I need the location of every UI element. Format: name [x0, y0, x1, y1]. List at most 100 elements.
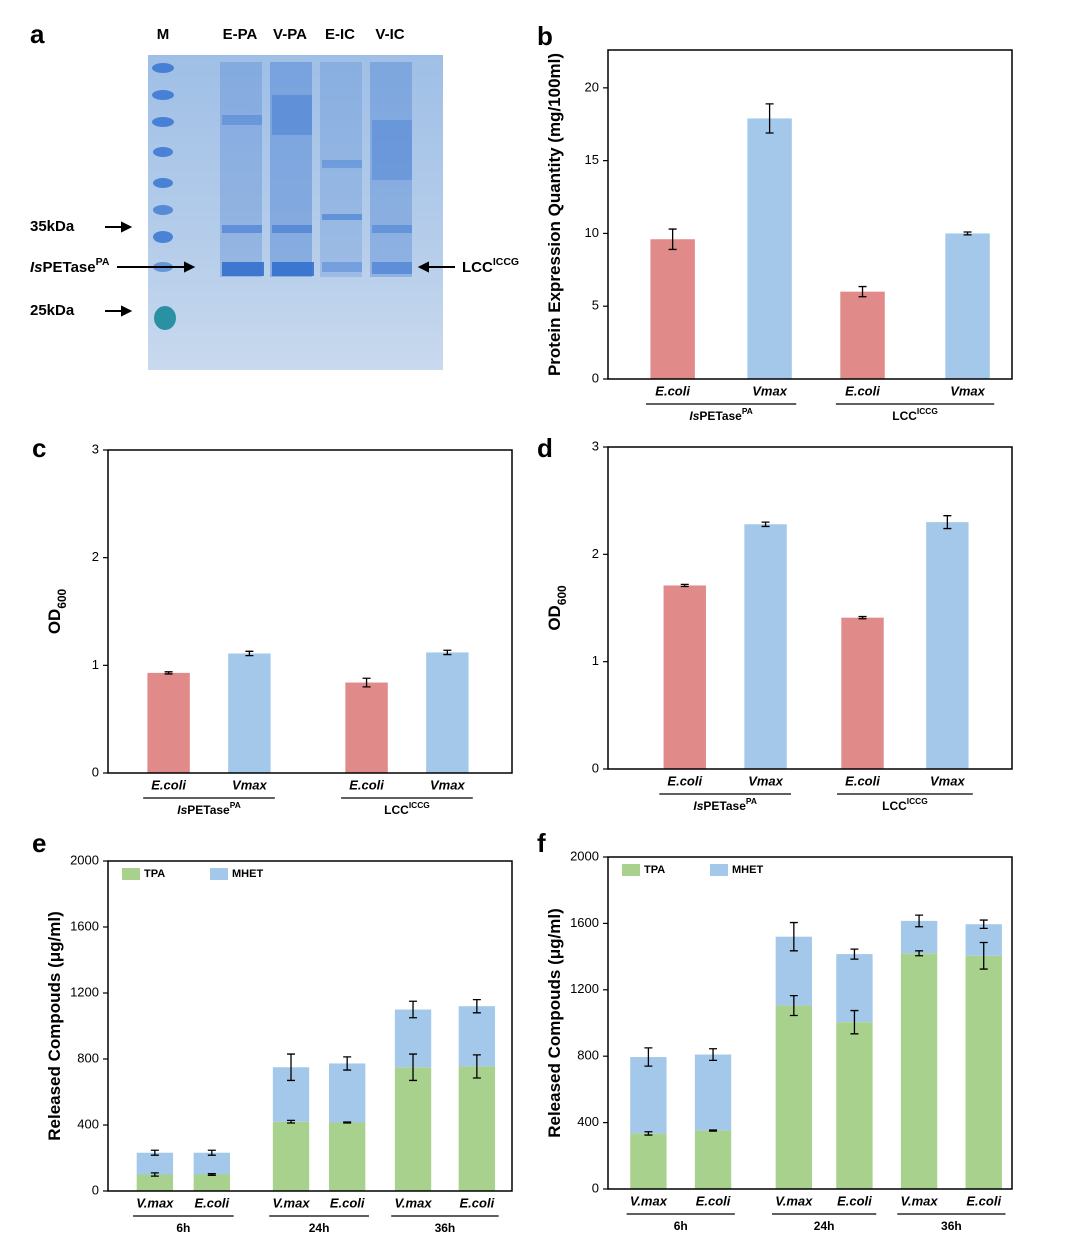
x-tick-label: E.coli: [460, 1195, 495, 1210]
error-bar: [409, 1000, 418, 1019]
bar: [228, 653, 271, 773]
group-label: 36h: [941, 1219, 962, 1233]
y-tick-label: 2000: [570, 848, 599, 863]
panel-letter: c: [32, 433, 46, 463]
error-bar: [963, 231, 972, 236]
bar-segment: [136, 1152, 174, 1175]
x-tick-label: E.coli: [151, 777, 186, 792]
legend-swatch: [710, 864, 728, 876]
axes-frame: [607, 49, 1013, 380]
group-label: LCCICCG: [892, 406, 938, 423]
y-tick-label: 1: [592, 653, 599, 668]
bar-segment: [193, 1174, 231, 1191]
error-bar: [443, 649, 452, 656]
error-bar: [858, 615, 867, 620]
x-tick-label: E.coli: [966, 1193, 1001, 1208]
x-tick-label: V.max: [901, 1193, 939, 1208]
bar: [345, 682, 388, 773]
text-part: 6h: [176, 1221, 190, 1235]
y-tick-label: 0: [592, 760, 599, 775]
band-label: LCCICCG: [462, 256, 519, 276]
lane-bands: [220, 62, 412, 277]
gel-panel: [105, 55, 455, 370]
y-tick-label: 1: [92, 657, 99, 672]
text-part: LCC: [462, 259, 493, 276]
bar-segment: [630, 1057, 667, 1134]
text-part: ICCG: [409, 800, 430, 810]
error-bar: [472, 998, 481, 1014]
x-tick-label: V.max: [136, 1195, 174, 1210]
group-label: 36h: [435, 1221, 456, 1235]
y-tick-label: 800: [577, 1048, 599, 1063]
error-bar: [207, 1149, 216, 1156]
bar-segment: [458, 1066, 496, 1191]
x-tick-label: V.max: [775, 1193, 813, 1208]
x-tick-label: E.coli: [837, 1193, 872, 1208]
lane-label: E-IC: [325, 26, 355, 43]
error-bar: [680, 583, 689, 588]
error-bar: [668, 228, 677, 251]
error-bar: [850, 948, 859, 960]
error-bar: [207, 1173, 216, 1176]
bar-segment: [900, 953, 938, 1189]
bar: [841, 617, 884, 769]
x-tick-label: E.coli: [330, 1195, 365, 1210]
x-tick-label: E.coli: [667, 773, 702, 788]
text-part: LCC: [892, 409, 917, 423]
text-part: 24h: [309, 1221, 330, 1235]
y-tick-label: 0: [92, 764, 99, 779]
y-tick-label: 1200: [70, 984, 99, 999]
text-part: PETase: [43, 259, 96, 276]
error-bar: [644, 1047, 653, 1067]
y-tick-label: 1600: [70, 918, 99, 933]
marker-label: 25kDa: [30, 302, 75, 319]
axes-frame: [107, 860, 513, 1192]
y-axis-label: OD600: [545, 585, 569, 631]
text-part: Is: [177, 803, 187, 817]
text-part: 600: [555, 585, 569, 605]
axes-frame: [607, 856, 1013, 1190]
text-part: ICCG: [917, 406, 938, 416]
bar-segment: [272, 1121, 310, 1191]
error-bar: [164, 671, 173, 675]
error-bar: [858, 285, 867, 298]
axes-frame: [607, 446, 1013, 770]
bar: [650, 239, 695, 379]
error-bar: [789, 921, 798, 952]
lane-label: E-PA: [223, 26, 258, 43]
y-tick-label: 1600: [570, 915, 599, 930]
bar: [744, 524, 787, 769]
text-part: PETase: [187, 803, 230, 817]
error-bar: [850, 1009, 859, 1035]
error-bar: [979, 941, 988, 970]
legend-label: MHET: [232, 868, 263, 880]
y-tick-label: 2: [92, 549, 99, 564]
text-part: ICCG: [907, 796, 928, 806]
bar: [840, 291, 885, 379]
y-tick-label: 1200: [570, 981, 599, 996]
error-bar: [362, 677, 371, 688]
panel-letter: a: [30, 19, 45, 49]
bar-segment: [328, 1122, 366, 1191]
error-bar: [343, 1121, 352, 1124]
text-part: LCC: [384, 803, 409, 817]
error-bar: [765, 103, 774, 134]
text-part: PA: [230, 800, 241, 810]
panel-letter: e: [32, 828, 46, 858]
text-part: 36h: [435, 1221, 456, 1235]
axes-frame: [107, 449, 513, 774]
x-tick-label: E.coli: [696, 1193, 731, 1208]
group-label: IsPETasePA: [177, 800, 241, 817]
text-part: Is: [30, 259, 43, 276]
marker-label: 35kDa: [30, 218, 75, 235]
y-tick-label: 0: [592, 1180, 599, 1195]
bar-segment: [193, 1152, 231, 1175]
group-label: LCCICCG: [384, 800, 430, 817]
text-part: PA: [742, 406, 753, 416]
error-bar: [915, 950, 924, 957]
x-tick-label: E.coli: [194, 1195, 229, 1210]
text-part: Is: [689, 409, 699, 423]
error-bar: [343, 1056, 352, 1071]
band-label: IsPETasePA: [30, 256, 110, 276]
